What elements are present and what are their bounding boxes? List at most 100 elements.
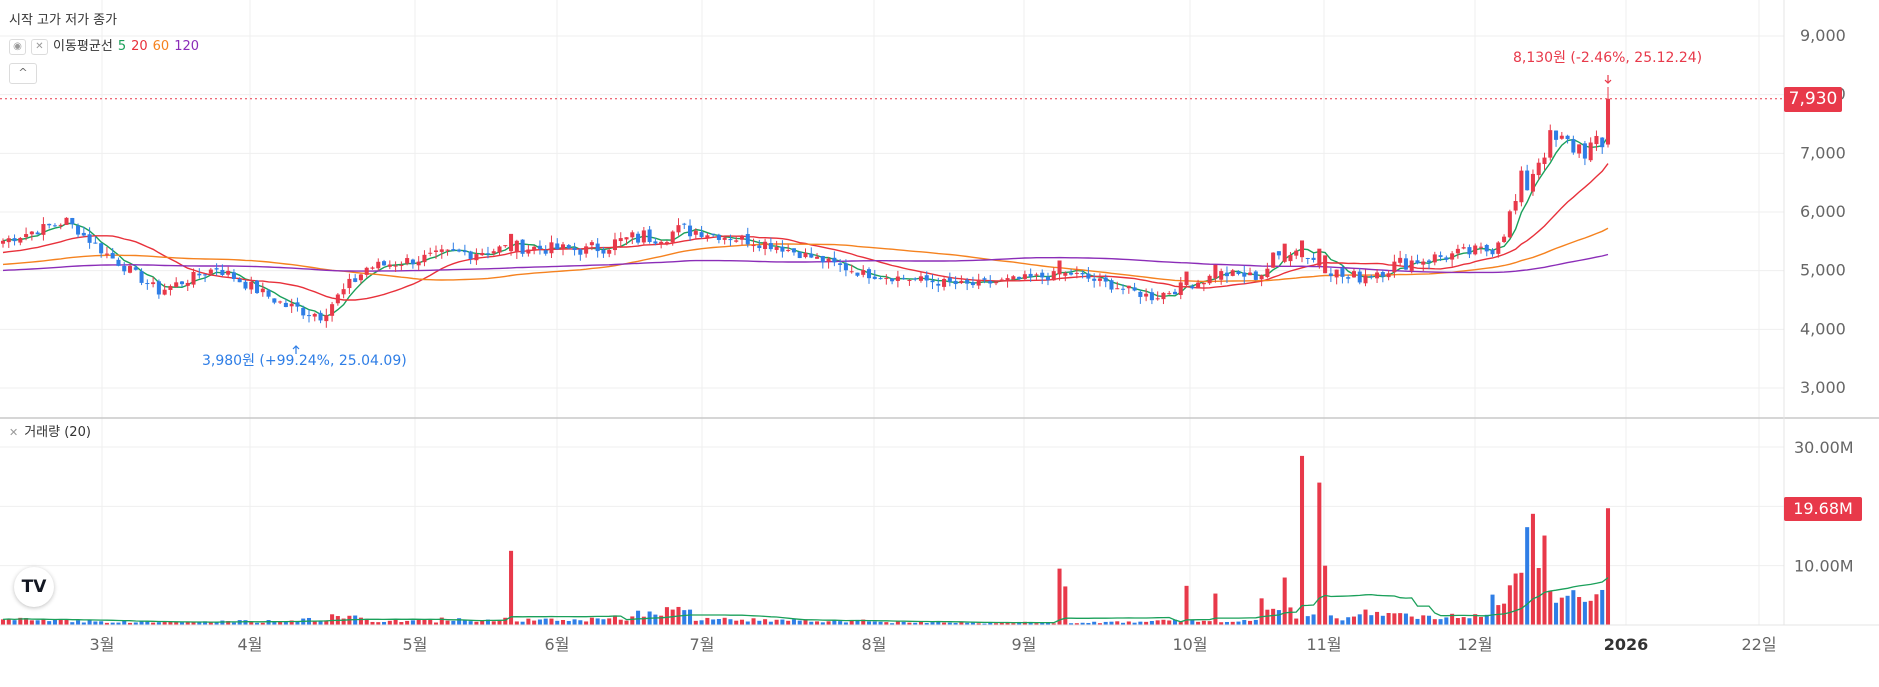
candle-body	[578, 249, 583, 255]
volume-bar	[174, 622, 179, 625]
volume-bar	[295, 621, 300, 625]
volume-bar	[820, 622, 825, 625]
volume-bar	[12, 620, 17, 625]
moving-average-lines	[2, 136, 1609, 317]
candle-body	[266, 290, 271, 297]
volume-bar	[1069, 623, 1074, 625]
candle-body	[1299, 240, 1305, 258]
volume-bar	[58, 618, 63, 625]
candle-body	[711, 233, 716, 235]
candle-body	[988, 280, 993, 284]
collapse-chevron-up-icon[interactable]: ^	[9, 63, 37, 84]
candle-body	[399, 264, 404, 266]
volume-bar	[693, 620, 698, 625]
candle-body	[549, 242, 554, 254]
candle-body	[953, 280, 958, 285]
volume-bar	[1605, 508, 1611, 625]
volume-bar	[1034, 623, 1039, 625]
volume-bar	[255, 622, 260, 625]
candle-body	[636, 233, 641, 243]
volume-bar	[1450, 613, 1455, 625]
candle-body	[1259, 275, 1264, 280]
volume-bar	[387, 620, 392, 625]
candle-body	[353, 278, 358, 282]
candle-body	[364, 267, 369, 275]
volume-bar	[595, 618, 600, 625]
close-icon[interactable]: ✕	[31, 39, 48, 55]
candle-body	[705, 235, 710, 239]
candle-body	[1045, 276, 1051, 281]
volume-bar	[203, 621, 208, 625]
volume-bar	[636, 610, 641, 625]
candle-body	[1548, 130, 1553, 158]
volume-bar	[734, 620, 739, 625]
candle-body	[393, 265, 398, 267]
volume-bar	[1444, 617, 1449, 625]
volume-bar	[543, 618, 548, 625]
volume-bar	[168, 621, 173, 625]
volume-moving-average	[2, 577, 1609, 624]
volume-bar	[1565, 595, 1570, 625]
candle-body	[24, 234, 29, 238]
candle-body	[1196, 282, 1201, 289]
volume-bar	[1282, 577, 1287, 625]
annotations	[0, 75, 1784, 354]
volume-bar	[1473, 614, 1478, 625]
volume-bar	[890, 623, 895, 625]
candle-body	[87, 234, 92, 243]
candle-body	[1502, 236, 1507, 242]
volume-bar	[1172, 619, 1178, 625]
volume-tick-label: 30.00M	[1794, 438, 1854, 457]
candle-body	[641, 230, 646, 243]
volume-bar	[1594, 594, 1599, 625]
volume-bar	[1328, 615, 1333, 625]
tradingview-logo[interactable]: TV	[14, 567, 54, 607]
volume-bar	[1097, 623, 1102, 625]
candle-body	[1577, 144, 1582, 154]
volume-bar	[537, 619, 542, 625]
candle-body	[1149, 292, 1154, 301]
volume-bar	[1265, 609, 1270, 625]
volume-bar	[1311, 614, 1316, 625]
volume-bar	[1409, 616, 1414, 625]
volume-bar	[283, 621, 288, 625]
candle-body	[1450, 253, 1455, 260]
volume-bar	[382, 621, 387, 625]
volume-bar	[947, 622, 952, 625]
candle-body	[589, 242, 594, 246]
volume-bar	[76, 620, 81, 625]
volume-bar	[249, 621, 254, 625]
volume-bar	[763, 619, 768, 625]
candle-body	[1207, 275, 1212, 284]
volume-bar	[1126, 621, 1131, 625]
volume-bar	[1351, 616, 1356, 625]
volume-bar	[965, 622, 970, 625]
candle-body	[283, 302, 288, 308]
candle-body	[110, 252, 115, 259]
candle-body	[965, 279, 970, 284]
volume-bar	[1317, 482, 1322, 625]
candle-body	[907, 279, 912, 281]
candle-body	[959, 280, 964, 284]
candle-body	[832, 257, 837, 263]
candle-body	[1605, 98, 1611, 145]
last-volume-tag: 19.68M	[1784, 497, 1862, 521]
volume-bar	[1121, 622, 1126, 625]
volume-bar	[428, 619, 433, 625]
hide-eye-icon[interactable]: ◉	[9, 39, 26, 55]
volume-bar	[1190, 619, 1195, 625]
volume-close-icon[interactable]: ✕	[9, 426, 19, 439]
volume-bar	[1167, 620, 1172, 625]
volume-bar	[1103, 621, 1108, 625]
candle-body	[1311, 257, 1316, 260]
candle-body	[1432, 254, 1437, 263]
volume-bar	[35, 620, 40, 625]
volume-bar	[1513, 573, 1518, 625]
candle-body	[1438, 255, 1443, 257]
candle-body	[1305, 258, 1310, 260]
volume-bar	[179, 622, 184, 625]
volume-bar	[849, 620, 854, 625]
candle-body	[1455, 248, 1460, 254]
candle-body	[1074, 272, 1079, 274]
